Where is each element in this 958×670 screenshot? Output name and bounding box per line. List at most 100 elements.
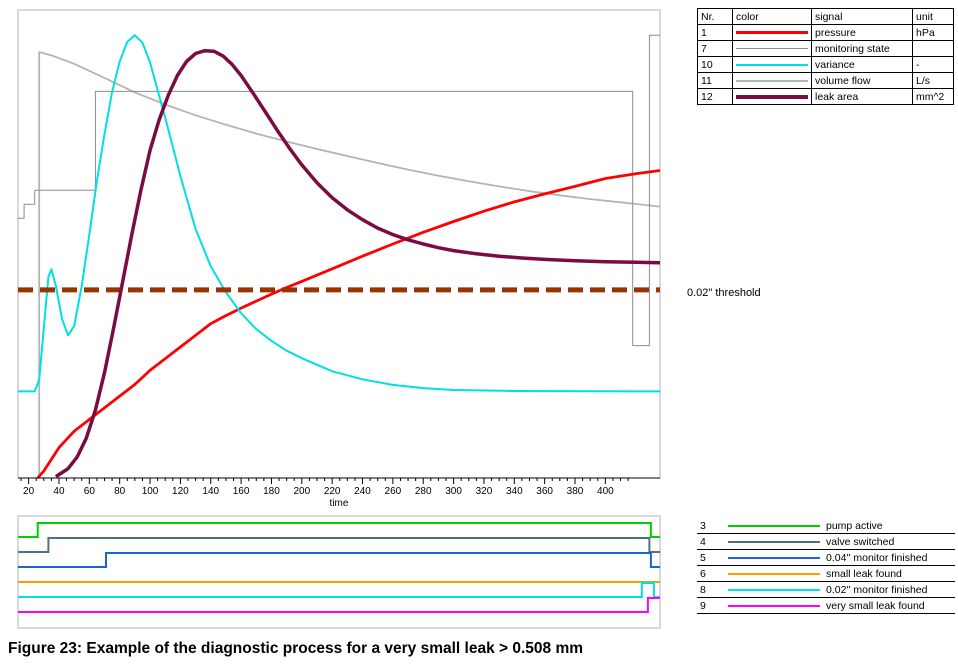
legend-unit: - bbox=[912, 56, 954, 73]
volume-flow-line-swatch bbox=[736, 79, 808, 82]
legend-unit: hPa bbox=[912, 24, 954, 41]
legend-row-leak-area: 12 leak area mm^2 bbox=[697, 88, 954, 105]
legend-nr: 1 bbox=[697, 24, 733, 41]
legend-nr: 10 bbox=[697, 56, 733, 73]
x-tick-label: 60 bbox=[84, 486, 96, 497]
monitor-002-line-swatch bbox=[728, 588, 820, 591]
digital-plot-border bbox=[17, 515, 661, 629]
legend-label: 0.04'' monitor finished bbox=[823, 549, 955, 566]
x-tick-label: 40 bbox=[53, 486, 65, 497]
legend-unit: mm^2 bbox=[912, 88, 954, 105]
x-tick-label: 320 bbox=[476, 486, 493, 497]
x-tick-label: 260 bbox=[385, 486, 402, 497]
legend-color-cell bbox=[732, 72, 812, 89]
main-chart: 20 40 60 80 100 120 140 160 180 200 220 240 260 280 30… bbox=[17, 9, 661, 509]
legend-header-nr: Nr. bbox=[697, 8, 733, 25]
legend-color-cell bbox=[732, 40, 812, 57]
legend-row-pump-active: 3 pump active bbox=[697, 518, 955, 534]
pressure-line-swatch bbox=[736, 31, 808, 34]
monitoring-state-line-swatch bbox=[736, 48, 808, 49]
leak-area-line-swatch bbox=[736, 94, 808, 99]
legend-nr: 8 bbox=[697, 581, 725, 598]
legend-nr: 9 bbox=[697, 597, 725, 614]
legend-label: small leak found bbox=[823, 565, 955, 582]
legend-signal: leak area bbox=[811, 88, 913, 105]
legend-row-volume-flow: 11 volume flow L/s bbox=[697, 72, 954, 89]
legend-nr: 5 bbox=[697, 549, 725, 566]
legend-nr: 11 bbox=[697, 72, 733, 89]
x-tick-label: 180 bbox=[263, 486, 280, 497]
legend-table-digital: 3 pump active 4 valve switched 5 0.04'' … bbox=[697, 518, 955, 614]
legend-signal: variance bbox=[811, 56, 913, 73]
legend-color-cell bbox=[725, 581, 823, 598]
x-tick-label: 300 bbox=[445, 486, 462, 497]
legend-header-row: Nr. color signal unit bbox=[697, 8, 954, 25]
legend-row-002-monitor-finished: 8 0.02'' monitor finished bbox=[697, 581, 955, 598]
legend-color-cell bbox=[732, 24, 812, 41]
x-tick-label: 400 bbox=[597, 486, 614, 497]
legend-label: very small leak found bbox=[823, 597, 955, 614]
x-tick-label: 120 bbox=[172, 486, 189, 497]
legend-color-cell bbox=[732, 88, 812, 105]
legend-row-small-leak-found: 6 small leak found bbox=[697, 565, 955, 582]
legend-color-cell bbox=[725, 597, 823, 614]
legend-label: 0.02'' monitor finished bbox=[823, 581, 955, 598]
legend-signal: volume flow bbox=[811, 72, 913, 89]
signal-valve-switched bbox=[18, 537, 660, 553]
legend-header-color: color bbox=[732, 8, 812, 25]
legend-signal: pressure bbox=[811, 24, 913, 41]
legend-nr: 4 bbox=[697, 533, 725, 550]
signal-very-small-leak-found bbox=[18, 597, 660, 613]
legend-row-monitoring-state: 7 monitoring state bbox=[697, 40, 954, 57]
legend-row-004-monitor-finished: 5 0.04'' monitor finished bbox=[697, 549, 955, 566]
legend-color-cell bbox=[725, 518, 823, 534]
series-leak-area bbox=[54, 48, 661, 479]
legend-nr: 3 bbox=[697, 518, 725, 534]
legend-nr: 6 bbox=[697, 565, 725, 582]
series-variance bbox=[18, 34, 661, 393]
x-tick-label: 140 bbox=[202, 486, 219, 497]
legend-color-cell bbox=[725, 549, 823, 566]
x-tick-label: 80 bbox=[114, 486, 126, 497]
legend-nr: 7 bbox=[697, 40, 733, 57]
pump-active-line-swatch bbox=[728, 524, 820, 527]
legend-color-cell bbox=[725, 533, 823, 550]
x-tick-label: 20 bbox=[23, 486, 35, 497]
x-tick-label: 380 bbox=[567, 486, 584, 497]
x-tick-label: 360 bbox=[536, 486, 553, 497]
variance-line-swatch bbox=[736, 63, 808, 66]
legend-nr: 12 bbox=[697, 88, 733, 105]
figure-caption: Figure 23: Example of the diagnostic pro… bbox=[8, 640, 584, 657]
legend-color-cell bbox=[725, 565, 823, 582]
series-volume-flow bbox=[38, 51, 661, 478]
series-monitoring-state bbox=[18, 34, 660, 347]
monitor-004-line-swatch bbox=[728, 556, 820, 559]
digital-signals-chart bbox=[17, 515, 661, 629]
legend-label: valve switched bbox=[823, 533, 955, 550]
legend-row-very-small-leak-found: 9 very small leak found bbox=[697, 597, 955, 614]
small-leak-line-swatch bbox=[728, 572, 820, 575]
legend-row-pressure: 1 pressure hPa bbox=[697, 24, 954, 41]
legend-row-variance: 10 variance - bbox=[697, 56, 954, 73]
legend-row-valve-switched: 4 valve switched bbox=[697, 533, 955, 550]
x-tick-label: 240 bbox=[354, 486, 371, 497]
legend-header-unit: unit bbox=[912, 8, 954, 25]
x-tick-label: 160 bbox=[233, 486, 250, 497]
legend-table-main: Nr. color signal unit 1 pressure hPa 7 m… bbox=[697, 8, 954, 105]
legend-color-cell bbox=[732, 56, 812, 73]
legend-unit: L/s bbox=[912, 72, 954, 89]
signal-0-04-monitor-finished bbox=[18, 552, 660, 568]
x-tick-label: 280 bbox=[415, 486, 432, 497]
legend-header-signal: signal bbox=[811, 8, 913, 25]
threshold-label: 0.02" threshold bbox=[687, 287, 761, 299]
very-small-leak-line-swatch bbox=[728, 604, 820, 607]
signal-0-02-monitor-finished bbox=[18, 582, 660, 598]
legend-signal: monitoring state bbox=[811, 40, 913, 57]
valve-switched-line-swatch bbox=[728, 540, 820, 543]
signal-pump-active bbox=[18, 522, 660, 538]
legend-unit bbox=[912, 40, 954, 57]
x-tick-label: 200 bbox=[293, 486, 310, 497]
x-axis-label: time bbox=[330, 498, 349, 509]
series-pressure bbox=[36, 169, 661, 479]
